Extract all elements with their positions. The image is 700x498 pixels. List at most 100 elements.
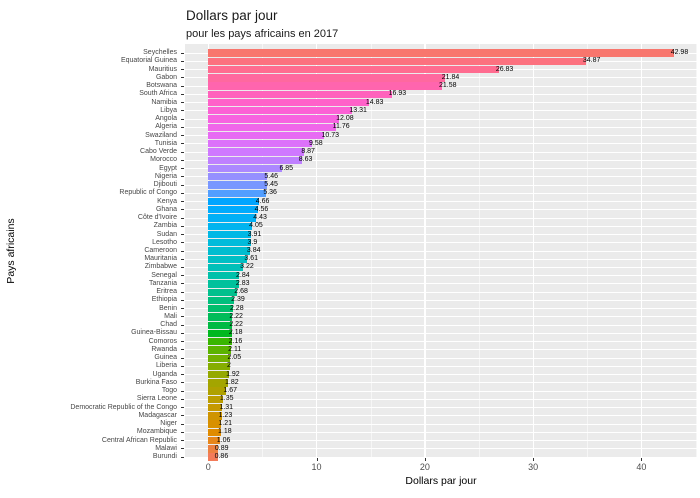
category-label: Eritrea bbox=[156, 288, 177, 296]
category-label: Togo bbox=[161, 387, 177, 395]
y-axis-tick bbox=[181, 390, 184, 392]
bar-value-label: 21.58 bbox=[438, 82, 457, 90]
category-label: Egypt bbox=[159, 164, 177, 172]
bar-value-label: 10.73 bbox=[321, 131, 339, 139]
bar bbox=[208, 255, 248, 263]
category-label: Ethiopia bbox=[151, 296, 177, 304]
bar-value-label: 8.87 bbox=[301, 148, 315, 156]
category-label: Rwanda bbox=[151, 345, 177, 353]
bar bbox=[208, 57, 586, 65]
bar bbox=[208, 123, 336, 131]
category-gridline bbox=[185, 185, 697, 186]
bar-value-label: 14.83 bbox=[365, 98, 384, 106]
bar bbox=[208, 247, 250, 255]
bar bbox=[208, 222, 253, 230]
category-label: Republic of Congo bbox=[119, 189, 177, 197]
y-axis-tick bbox=[181, 283, 184, 285]
y-axis-tick bbox=[181, 341, 184, 343]
category-label: Cameroon bbox=[144, 247, 177, 254]
bar-value-label: 3.91 bbox=[247, 230, 262, 238]
y-axis-tick bbox=[181, 357, 184, 359]
category-gridline bbox=[185, 374, 697, 375]
bar-value-label: 8.63 bbox=[298, 156, 313, 164]
plot-panel: 42.98 34.87 26.83 21.84 21.58 16.93 14.83 13.31… bbox=[185, 44, 697, 461]
y-axis-tick bbox=[181, 365, 184, 367]
bar bbox=[208, 239, 251, 247]
category-gridline bbox=[185, 259, 697, 260]
category-label: Mauritania bbox=[144, 255, 177, 263]
bar bbox=[208, 107, 353, 115]
y-axis-tick bbox=[181, 299, 184, 301]
category-label: Benin bbox=[159, 304, 177, 312]
y-axis-tick bbox=[181, 324, 184, 326]
category-gridline bbox=[185, 267, 697, 268]
bar bbox=[208, 338, 232, 346]
bar-value-label: 2.84 bbox=[236, 271, 250, 279]
bar bbox=[208, 65, 499, 74]
bar bbox=[208, 453, 218, 461]
category-gridline bbox=[185, 432, 697, 433]
category-label: Zimbabwe bbox=[144, 263, 177, 271]
category-label: Burundi bbox=[152, 453, 177, 461]
bar-value-label: 4.56 bbox=[254, 205, 269, 213]
category-gridline bbox=[185, 110, 697, 111]
bar bbox=[208, 420, 222, 428]
category-gridline bbox=[185, 415, 697, 416]
category-gridline bbox=[185, 193, 697, 194]
y-axis-tick bbox=[181, 234, 184, 235]
bar-value-label: 2.16 bbox=[228, 337, 243, 345]
y-axis-tick bbox=[181, 431, 184, 433]
category-label: Djibouti bbox=[153, 181, 177, 189]
x-axis-tick-label: 40 bbox=[636, 462, 647, 472]
category-gridline bbox=[185, 366, 697, 367]
y-axis-tick bbox=[181, 382, 184, 384]
bar bbox=[208, 82, 442, 90]
bar bbox=[208, 164, 283, 173]
bar-value-label: 4.05 bbox=[249, 222, 263, 230]
bar-value-label: 2.22 bbox=[229, 312, 243, 320]
bar-value-label: 2.28 bbox=[229, 304, 244, 312]
y-axis-tick bbox=[181, 102, 184, 104]
bar bbox=[208, 98, 369, 107]
category-gridline bbox=[185, 283, 697, 284]
x-axis-tick bbox=[316, 458, 318, 461]
category-label: Central African Republic bbox=[101, 436, 177, 444]
category-label: Liberia bbox=[155, 362, 177, 370]
y-axis-tick bbox=[181, 374, 184, 376]
bar bbox=[208, 296, 235, 305]
category-label: Equatorial Guinea bbox=[120, 57, 177, 65]
category-label: Mali bbox=[164, 312, 177, 320]
category-gridline bbox=[185, 292, 697, 293]
bar bbox=[208, 329, 232, 338]
bar bbox=[208, 197, 259, 206]
y-axis-tick bbox=[181, 85, 184, 87]
bar bbox=[208, 305, 233, 313]
category-gridline bbox=[185, 201, 697, 202]
y-axis-tick bbox=[181, 69, 184, 71]
category-label: Senegal bbox=[151, 271, 177, 279]
category-label: Kenya bbox=[157, 197, 177, 205]
bar bbox=[208, 181, 268, 189]
bar bbox=[208, 206, 258, 214]
category-gridline bbox=[185, 300, 697, 301]
category-gridline bbox=[185, 316, 697, 317]
bar-value-label: 2.68 bbox=[234, 288, 248, 296]
category-gridline bbox=[185, 168, 697, 169]
bar bbox=[208, 354, 231, 362]
y-axis-tick bbox=[181, 143, 184, 145]
bar-value-label: 1.21 bbox=[218, 420, 232, 428]
y-axis-tick bbox=[181, 258, 184, 260]
bar-value-label: 2.18 bbox=[228, 329, 243, 337]
category-label: Angola bbox=[155, 115, 177, 123]
category-gridline bbox=[185, 341, 697, 342]
y-axis-tick bbox=[181, 332, 184, 334]
bar bbox=[208, 74, 445, 82]
category-label: Chad bbox=[160, 321, 177, 329]
x-axis-tick bbox=[641, 458, 643, 461]
category-gridline bbox=[185, 325, 697, 326]
x-axis-tick bbox=[424, 458, 426, 461]
bar bbox=[208, 214, 257, 222]
bar-value-label: 2.39 bbox=[231, 296, 245, 304]
bar bbox=[208, 131, 325, 140]
category-label: Uganda bbox=[152, 370, 177, 378]
